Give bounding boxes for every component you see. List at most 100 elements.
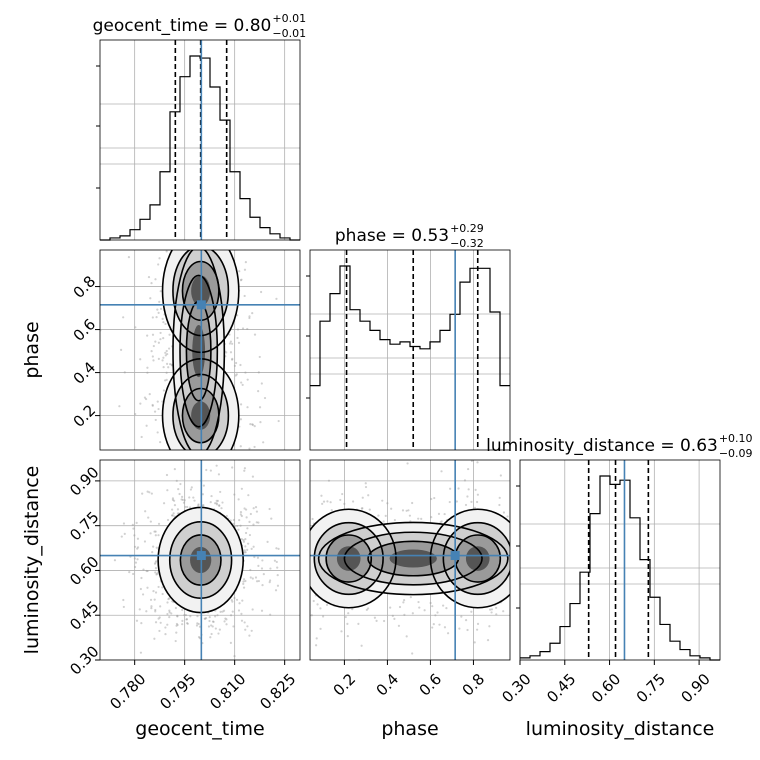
sample-point [521, 584, 523, 586]
sample-point [498, 496, 501, 499]
sample-point [207, 246, 209, 248]
sample-point [457, 487, 460, 490]
sample-point [156, 496, 158, 498]
sample-point [136, 537, 140, 540]
sample-point [211, 620, 215, 623]
sample-point [174, 639, 177, 643]
sample-point [221, 610, 224, 613]
sample-point [463, 479, 467, 482]
sample-point [229, 488, 231, 490]
sample-point [159, 290, 162, 293]
y-tick-label: 0.4 [70, 358, 100, 388]
sample-point [176, 508, 180, 511]
hist-panel-geocent_time: geocent_time = 0.80 +0.01 −0.01 [93, 12, 306, 241]
sample-point [269, 579, 272, 582]
sample-point [179, 482, 182, 486]
contour-line [325, 534, 373, 583]
hist-title-phase: phase = 0.53 +0.29 −0.32 [335, 222, 484, 250]
sample-point [220, 471, 222, 473]
sample-point [420, 517, 423, 520]
sample-point [246, 625, 249, 628]
axes-frame [519, 459, 721, 661]
sample-point [389, 606, 392, 609]
sample-point [253, 425, 256, 428]
sample-point [225, 623, 228, 626]
sample-point [178, 231, 180, 233]
sample-point [152, 545, 155, 548]
sample-point [340, 630, 343, 633]
sample-point [180, 498, 183, 501]
sample-point [381, 499, 384, 502]
sample-point [502, 511, 506, 514]
contour-line [179, 274, 219, 428]
sample-point [535, 580, 537, 582]
sample-point [260, 382, 263, 385]
sample-point [123, 371, 126, 374]
sample-point [155, 316, 158, 319]
sample-point [198, 625, 202, 628]
sample-point [211, 471, 213, 473]
sample-point [198, 637, 201, 640]
sample-point [209, 469, 212, 472]
x-tick-label: 0.6 [416, 670, 446, 700]
sample-point [144, 397, 148, 401]
sample-point [134, 326, 137, 329]
sample-point [244, 551, 247, 554]
sample-point [442, 604, 445, 607]
sample-point [244, 458, 246, 460]
y-axis-label: luminosity_distance [21, 466, 43, 655]
sample-point [207, 625, 211, 628]
sample-point [431, 626, 434, 629]
x-tick-label: 0.75 [633, 670, 669, 706]
sample-point [228, 472, 230, 474]
sample-point [150, 492, 153, 495]
sample-point [243, 621, 246, 624]
sample-point [215, 666, 217, 668]
sample-point [219, 228, 221, 230]
sample-point [133, 545, 137, 548]
sample-point [364, 485, 368, 489]
contour-line [343, 531, 483, 586]
sample-point [474, 488, 477, 491]
sample-point [511, 524, 513, 526]
density-level [389, 549, 437, 568]
title-minus-error: −0.32 [450, 237, 484, 250]
sample-point [517, 504, 519, 506]
title-label: luminosity_distance = 0.63 [486, 436, 718, 456]
sample-point [250, 629, 253, 632]
sample-point [260, 662, 262, 664]
sample-point [251, 423, 254, 426]
sample-point [248, 634, 251, 637]
sample-point [513, 528, 515, 530]
sample-point [154, 591, 158, 594]
sample-point [150, 605, 153, 608]
sample-point [197, 478, 199, 480]
sample-point [529, 546, 531, 548]
sample-point [200, 456, 202, 458]
sample-point [173, 196, 175, 198]
sample-point [186, 505, 189, 509]
sample-point [214, 615, 217, 618]
sample-point [285, 535, 287, 537]
sample-point [498, 503, 501, 507]
sample-point [154, 561, 157, 564]
sample-point [181, 608, 184, 612]
sample-point [257, 521, 260, 524]
sample-point [269, 613, 272, 616]
x-tick-label: 0.30 [498, 670, 534, 706]
sample-point [308, 553, 310, 555]
sample-point [128, 571, 131, 574]
sample-point [321, 615, 325, 618]
y-tick-label: 0.8 [70, 272, 100, 302]
sample-point [475, 500, 479, 504]
sample-point [432, 623, 435, 626]
sample-point [490, 608, 494, 611]
sample-point [223, 483, 225, 485]
sample-point [240, 537, 243, 541]
sample-point [263, 396, 267, 400]
sample-point [196, 615, 199, 618]
sample-point [173, 468, 176, 471]
sample-point [527, 537, 529, 539]
sample-point [255, 580, 259, 583]
